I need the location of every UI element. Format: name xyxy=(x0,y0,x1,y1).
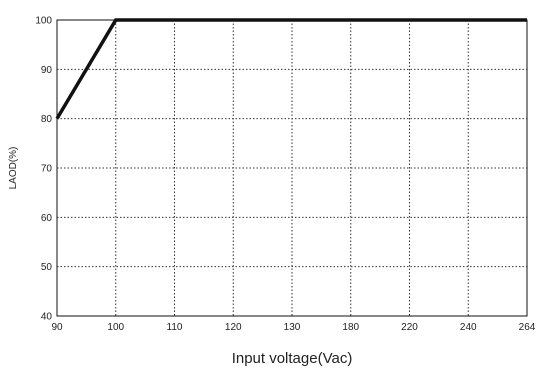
x-tick-label: 100 xyxy=(107,322,124,333)
y-tick-label: 100 xyxy=(35,16,52,27)
x-tick-label: 120 xyxy=(225,322,242,333)
x-tick-label: 180 xyxy=(342,322,359,333)
x-tick-label: 220 xyxy=(401,322,418,333)
y-tick-label: 60 xyxy=(41,213,53,224)
x-tick-label: 90 xyxy=(51,322,63,333)
grid xyxy=(57,20,527,316)
y-tick-label: 40 xyxy=(41,312,53,323)
y-tick-label: 50 xyxy=(41,262,53,273)
y-tick-label: 70 xyxy=(41,164,53,175)
y-axis-title: LAOD(%) xyxy=(8,147,19,190)
x-tick-label: 130 xyxy=(284,322,301,333)
y-tick-labels: 40 50 60 70 80 90 100 xyxy=(35,16,52,323)
x-tick-label: 110 xyxy=(167,322,183,333)
y-tick-label: 80 xyxy=(41,114,53,125)
x-tick-label: 240 xyxy=(460,322,477,333)
x-tick-label: 264 xyxy=(519,322,536,333)
plot-frame xyxy=(56,19,528,317)
x-tick-labels: 90 100 110 120 130 180 220 240 264 xyxy=(51,322,535,333)
y-tick-label: 90 xyxy=(41,65,53,76)
x-axis-title: Input voltage(Vac) xyxy=(232,350,353,367)
